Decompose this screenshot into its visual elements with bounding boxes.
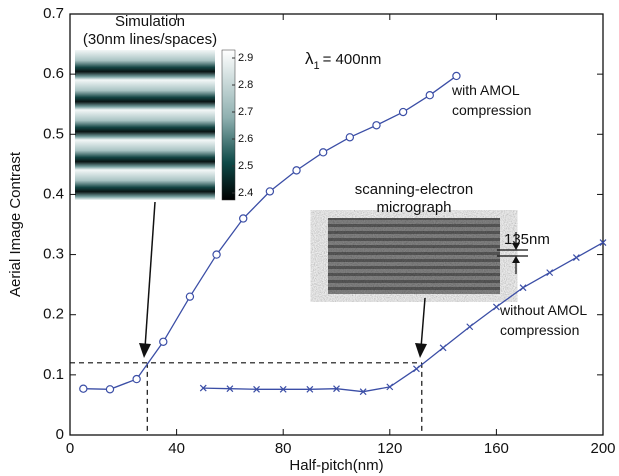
y-tick-label: 0.1 <box>43 366 64 383</box>
marker <box>359 388 367 396</box>
marker <box>425 90 434 100</box>
plot-frame <box>69 13 604 436</box>
series-line <box>203 241 604 393</box>
marker <box>292 166 301 175</box>
x-tick-label: 40 <box>168 440 185 457</box>
sem-inset <box>328 218 528 294</box>
arrow <box>420 297 426 349</box>
marker <box>185 292 195 301</box>
marker <box>265 187 275 196</box>
marker <box>226 385 234 393</box>
scale-arrow <box>512 256 520 263</box>
marker <box>212 250 221 259</box>
marker <box>386 383 394 391</box>
annotation: λ1 = 400nm <box>305 49 381 71</box>
marker <box>372 121 381 130</box>
colorbar-tick-label: 2.7 <box>238 106 253 118</box>
marker <box>239 214 248 223</box>
annotation-subscript: 1 <box>314 60 320 72</box>
arrow-head <box>139 343 151 358</box>
colorbar <box>221 49 236 201</box>
sim-image <box>75 50 215 200</box>
scale-label: 135nm <box>504 231 550 248</box>
marker <box>333 385 340 393</box>
marker <box>253 385 260 393</box>
x-tick-label: 80 <box>275 440 292 457</box>
marker <box>519 284 527 292</box>
x-tick-label: 0 <box>66 440 74 457</box>
y-tick-label: 0.7 <box>43 5 64 22</box>
marker <box>105 385 115 394</box>
colorbar-tick-label: 2.6 <box>238 133 253 145</box>
y-tick-label: 0.3 <box>43 246 64 263</box>
x-tick-label: 160 <box>484 440 509 457</box>
marker <box>466 323 474 331</box>
marker <box>132 374 141 384</box>
arrow-head <box>415 343 427 358</box>
marker <box>345 133 355 142</box>
marker <box>572 254 580 262</box>
y-tick-label: 0.6 <box>43 65 64 82</box>
inset-title: scanning-electron <box>355 181 473 198</box>
arrow <box>144 201 156 349</box>
x-tick-label: 200 <box>590 440 615 457</box>
colorbar-tick-label: 2.4 <box>238 187 253 199</box>
sem-image <box>328 218 500 294</box>
marker <box>413 365 420 373</box>
x-axis-label: Half-pitch(nm) <box>289 457 383 474</box>
marker <box>599 239 607 246</box>
marker <box>318 148 328 157</box>
scale-arrow <box>512 243 520 250</box>
callout-arrows <box>139 201 427 358</box>
annotation-text: = 400nm <box>323 51 382 68</box>
marker <box>452 71 461 81</box>
marker <box>306 385 314 393</box>
y-tick-label: 0.5 <box>43 125 64 142</box>
y-tick-label: 0.4 <box>43 185 64 202</box>
marker <box>546 269 554 277</box>
x-tick-label: 120 <box>377 440 402 457</box>
colorbar-tick-label: 2.8 <box>238 79 253 91</box>
annotation-symbol: λ <box>305 49 314 68</box>
y-tick-label: 0 <box>56 426 64 443</box>
colorbar-tick-label: 2.5 <box>238 160 253 172</box>
colorbar-tick-label: 2.9 <box>238 52 253 64</box>
marker <box>199 384 207 392</box>
legend-label: with AMOL compression <box>452 82 532 118</box>
y-axis-label: Aerial Image Contrast <box>7 151 24 297</box>
marker <box>492 303 500 311</box>
inset-subtitle: (30nm lines/spaces) <box>83 31 217 48</box>
marker <box>79 384 88 393</box>
y-tick-label: 0.2 <box>43 306 64 323</box>
marker <box>279 385 287 393</box>
inset-title: Simulation <box>115 13 185 30</box>
sim-inset <box>75 49 236 201</box>
legend-label: without AMOL compression <box>500 302 587 338</box>
inset-subtitle: micrograph <box>376 199 451 216</box>
marker <box>439 344 447 352</box>
marker <box>159 337 168 346</box>
marker <box>398 107 408 117</box>
